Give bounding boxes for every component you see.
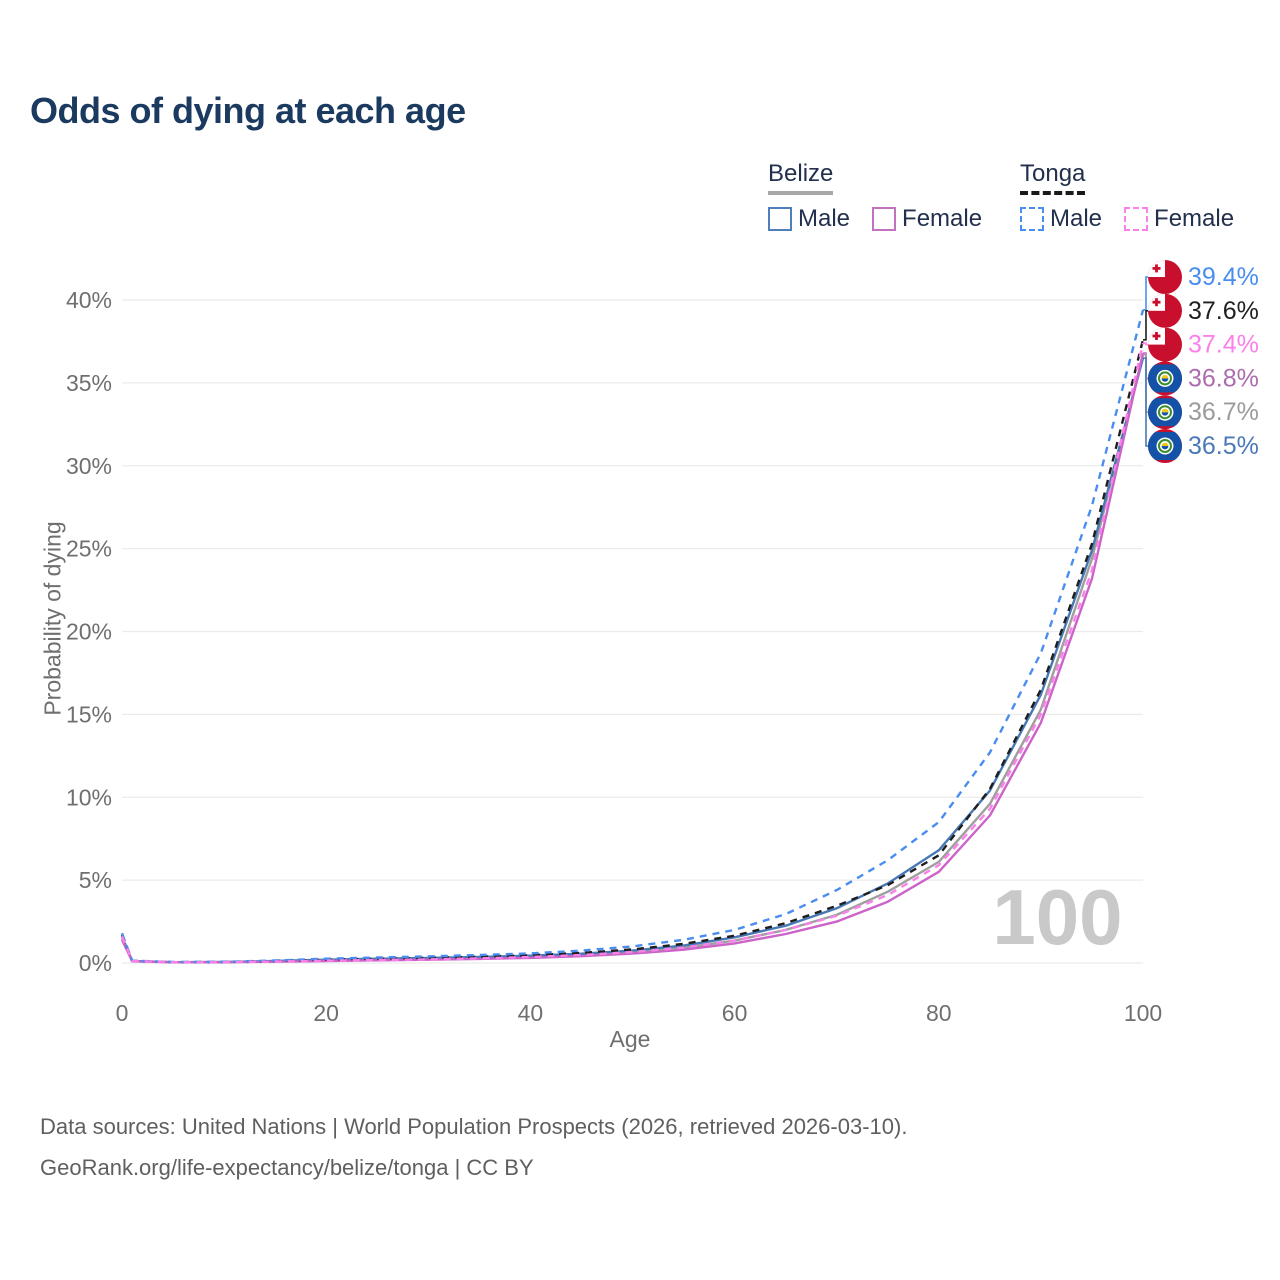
y-axis-tick-labels: 0% 5% 10% 15% 20% 25% 30% 35% 40% bbox=[66, 287, 112, 976]
y-tick-25: 25% bbox=[66, 536, 112, 562]
y-tick-5: 5% bbox=[79, 867, 112, 893]
x-axis-tick-labels: 0 20 40 60 80 100 bbox=[116, 1000, 1163, 1026]
tonga-flag-icon bbox=[1148, 327, 1182, 362]
footer-attribution: GeoRank.org/life-expectancy/belize/tonga… bbox=[40, 1155, 534, 1180]
footer: Data sources: United Nations | World Pop… bbox=[40, 1106, 907, 1188]
belize-flag-icon bbox=[1148, 395, 1182, 430]
belize-flag-icon bbox=[1148, 361, 1182, 396]
x-tick-20: 20 bbox=[313, 1000, 339, 1026]
legend-group-belize: Belize Male Female bbox=[768, 160, 998, 233]
end-label-belize-male: 36.5% bbox=[1188, 432, 1259, 460]
gridlines bbox=[122, 299, 1143, 964]
legend-swatch-belize-male[interactable] bbox=[768, 207, 792, 231]
belize-flag-icon bbox=[1148, 429, 1182, 463]
x-axis-title: Age bbox=[609, 1026, 651, 1052]
x-tick-100: 100 bbox=[1124, 1000, 1162, 1026]
y-tick-10: 10% bbox=[66, 784, 112, 810]
line-belize-female bbox=[120, 352, 1145, 964]
page-title: Odds of dying at each age bbox=[30, 90, 466, 131]
tonga-flag-icon bbox=[1148, 293, 1182, 328]
legend-label-tonga-male[interactable]: Male bbox=[1050, 205, 1103, 232]
age-counter-watermark: 100 bbox=[992, 873, 1123, 961]
x-tick-40: 40 bbox=[518, 1000, 544, 1026]
y-tick-30: 30% bbox=[66, 453, 112, 479]
leader-tonga-male bbox=[1143, 276, 1148, 311]
line-tonga-total bbox=[120, 339, 1145, 964]
x-tick-0: 0 bbox=[116, 1000, 129, 1026]
y-tick-35: 35% bbox=[66, 370, 112, 396]
legend-group-tonga: Tonga Male Female bbox=[1020, 160, 1250, 233]
legend-swatch-tonga-female[interactable] bbox=[1124, 207, 1149, 231]
y-tick-15: 15% bbox=[66, 701, 112, 727]
legend-swatch-belize-female[interactable] bbox=[872, 207, 897, 231]
end-label-leader-lines bbox=[1143, 276, 1148, 447]
legend-label-tonga-female[interactable]: Female bbox=[1154, 205, 1235, 232]
line-tonga-male bbox=[120, 309, 1145, 964]
series-lines bbox=[120, 309, 1145, 964]
y-tick-40: 40% bbox=[66, 287, 112, 313]
end-value-labels: 39.4% 37.6% 37.4% 36.8% 36.7% 36.5% bbox=[1188, 263, 1259, 460]
legend-country-tonga: Tonga bbox=[1020, 160, 1086, 195]
end-label-belize-total: 36.7% bbox=[1188, 398, 1259, 426]
leader-tonga-female bbox=[1143, 342, 1148, 346]
legend-label-belize-female[interactable]: Female bbox=[902, 205, 983, 232]
footer-data-sources: Data sources: United Nations | World Pop… bbox=[40, 1114, 908, 1139]
end-label-tonga-male: 39.4% bbox=[1188, 263, 1259, 291]
y-axis-title: Probability of dying bbox=[39, 521, 66, 716]
legend-swatch-tonga-male[interactable] bbox=[1020, 207, 1044, 231]
x-tick-60: 60 bbox=[722, 1000, 748, 1026]
y-tick-20: 20% bbox=[66, 619, 112, 645]
leader-tonga-total bbox=[1143, 310, 1148, 341]
line-tonga-female bbox=[120, 342, 1145, 964]
end-label-tonga-total: 37.6% bbox=[1188, 297, 1259, 325]
legend-label-belize-male[interactable]: Male bbox=[798, 205, 851, 232]
end-label-flag-icons bbox=[1148, 260, 1182, 463]
y-tick-0: 0% bbox=[79, 950, 112, 976]
x-tick-80: 80 bbox=[926, 1000, 952, 1026]
end-label-belize-female: 36.8% bbox=[1188, 364, 1259, 392]
end-label-tonga-female: 37.4% bbox=[1188, 331, 1259, 359]
leader-belize-male bbox=[1143, 357, 1148, 447]
tonga-flag-icon bbox=[1148, 260, 1182, 294]
legend-country-belize: Belize bbox=[768, 160, 834, 195]
